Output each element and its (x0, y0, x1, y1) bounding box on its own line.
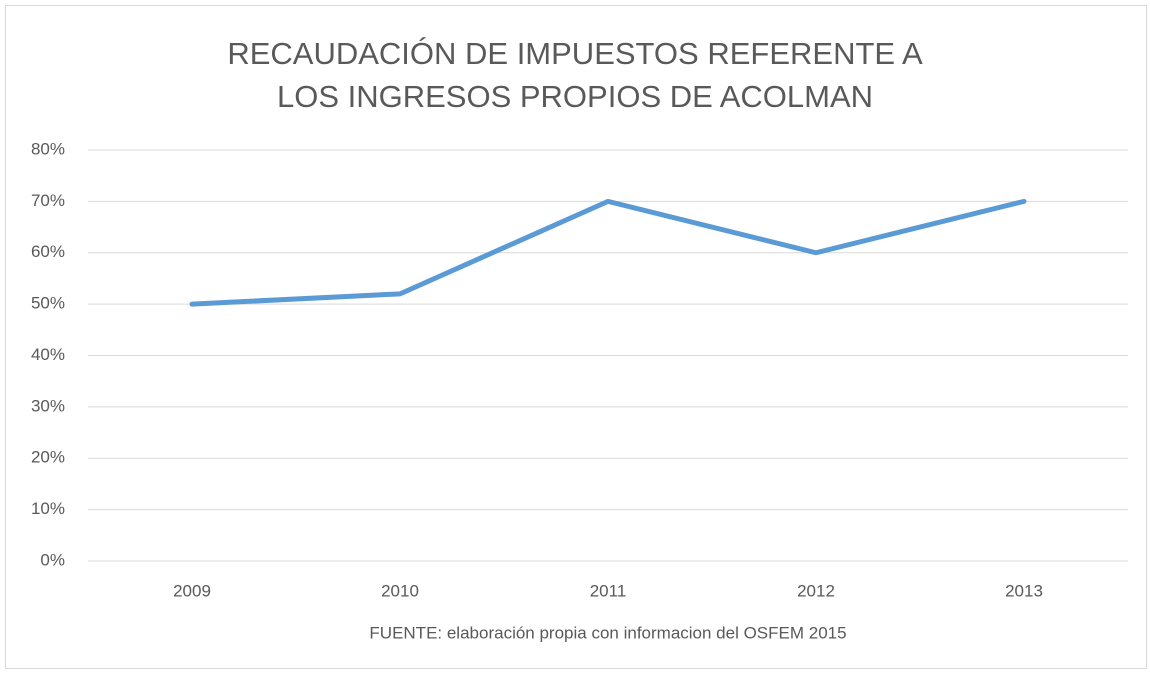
y-tick-label: 40% (31, 345, 65, 364)
x-tick-label: 2011 (590, 581, 627, 600)
y-tick-label: 30% (31, 396, 65, 415)
chart-border (5, 5, 1147, 669)
x-axis-title: FUENTE: elaboración propia con informaci… (369, 623, 846, 642)
x-tick-label: 2012 (797, 581, 835, 600)
x-tick-label: 2009 (173, 581, 211, 600)
x-tick-label: 2013 (1005, 581, 1043, 600)
y-tick-label: 80% (31, 139, 65, 158)
x-tick-label: 2010 (381, 581, 419, 600)
y-tick-label: 60% (31, 242, 65, 261)
y-tick-label: 10% (31, 499, 65, 518)
y-tick-label: 50% (31, 294, 65, 313)
y-tick-label: 20% (31, 448, 65, 467)
y-tick-label: 70% (31, 191, 65, 210)
y-tick-label: 0% (40, 550, 65, 569)
data-line (189, 198, 1027, 307)
chart-title: RECAUDACIÓN DE IMPUESTOS REFERENTE A LOS… (227, 36, 923, 114)
